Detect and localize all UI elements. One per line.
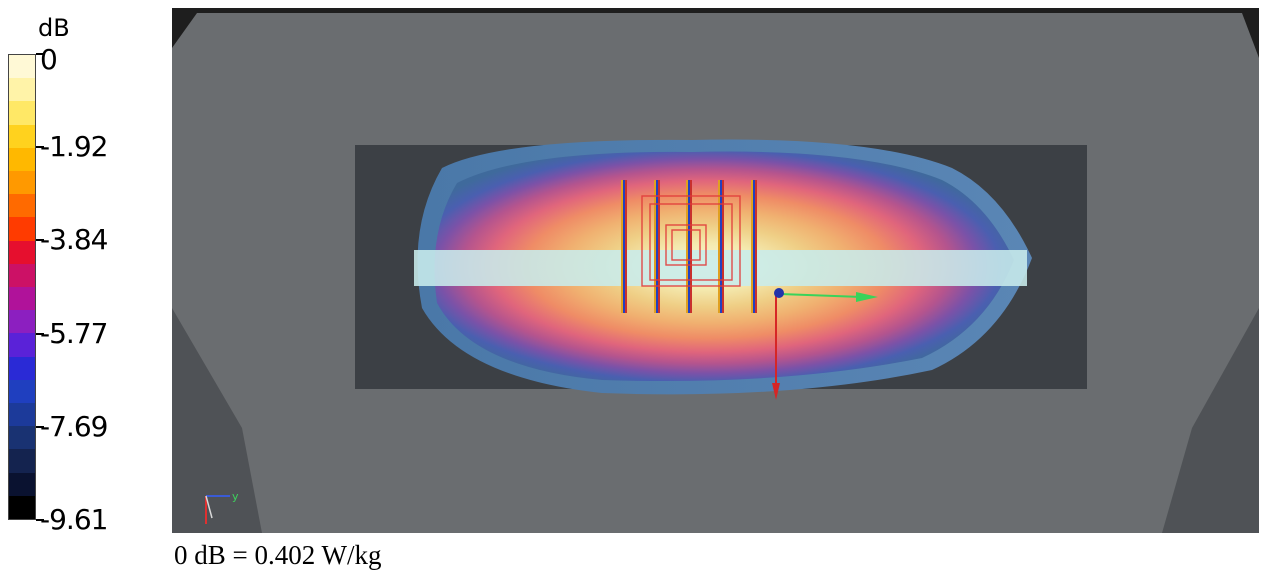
legend-color-step [9,78,35,102]
legend-tick [36,146,44,149]
legend-color-step [9,217,35,241]
legend-color-step [9,124,35,148]
legend-color-step [9,287,35,311]
color-scale-bar [8,54,36,520]
axis-y-label: y [232,490,239,503]
legend-color-step [9,403,35,427]
legend-unit: dB [38,14,70,42]
legend-tick-label: -1.92 [40,130,108,164]
phantom-shadow-right [1162,308,1259,533]
legend-color-step [9,310,35,334]
legend-tick [36,519,44,521]
legend-tick-label: -3.84 [40,223,108,257]
legend-color-step [9,472,35,496]
legend-color-step [9,426,35,450]
legend-tick-label: 0 [40,43,58,76]
legend-color-step [9,495,35,520]
legend-tick [36,425,44,428]
sar-distribution-scene: y [172,8,1259,533]
legend-color-step [9,263,35,288]
sar-3d-viewport[interactable]: y [172,8,1259,533]
phantom-shadow-left [172,308,262,533]
legend-color-step [9,333,35,357]
measurement-volume [641,195,741,287]
color-scale-legend: dB 0 -1.92 -3.84 -5.77 -7.69 -9.61 [0,0,170,540]
legend-tick-label: -7.69 [40,409,108,443]
legend-color-step [9,449,35,473]
dipole-array [621,180,757,313]
legend-tick-label: -5.77 [40,316,108,350]
legend-color-step [9,147,35,172]
legend-color-step [9,356,35,380]
legend-color-step [9,240,35,264]
xyz-axes-icon: y [205,490,239,524]
reference-level-note: 0 dB = 0.402 W/kg [174,540,382,570]
legend-tick [36,53,44,55]
legend-tick [36,239,44,242]
legend-color-step [9,171,35,195]
legend-color-step [9,194,35,218]
legend-color-step [9,101,35,125]
legend-color-step [9,379,35,404]
legend-tick-label: -9.61 [40,503,108,536]
probe-axis-indicator [772,288,878,400]
legend-color-step [9,55,35,79]
legend-tick [36,332,44,335]
